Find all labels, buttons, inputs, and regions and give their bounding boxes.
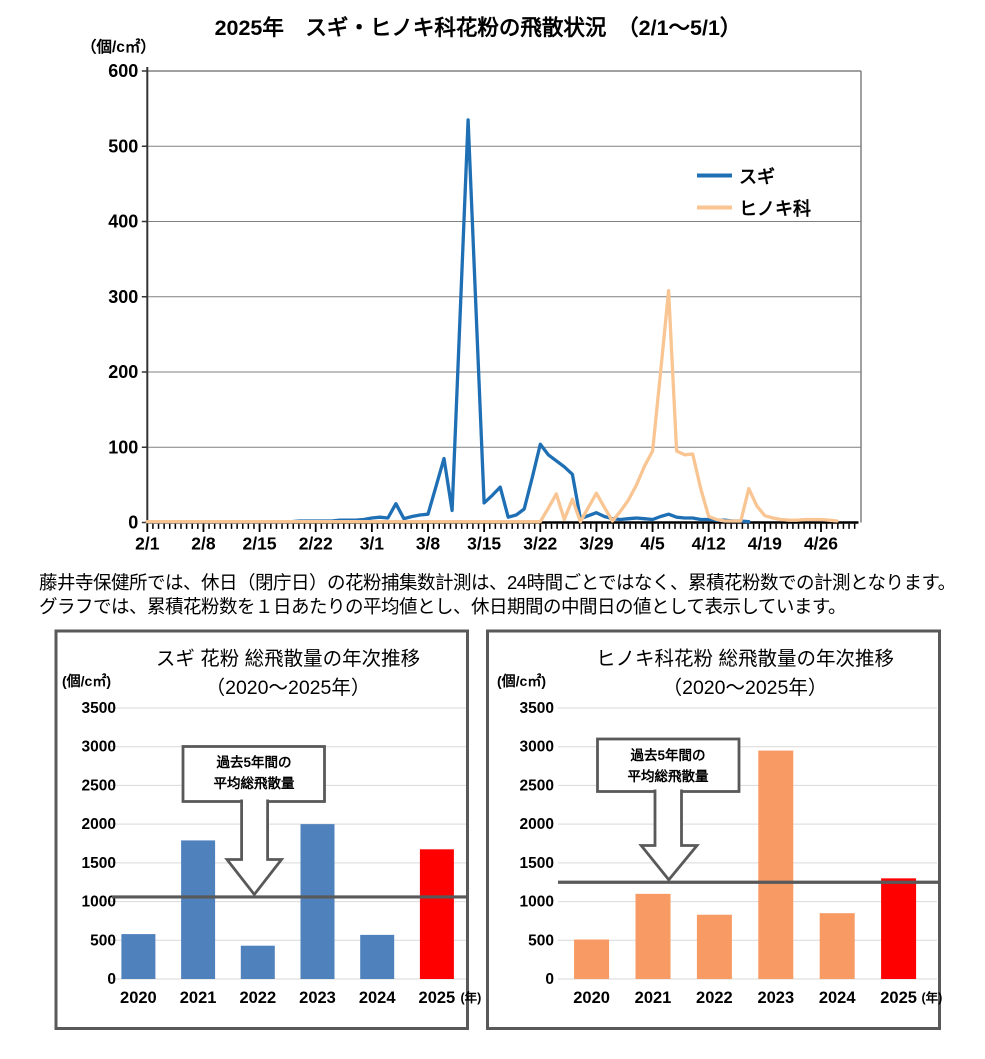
top-x-tick-label: 2/1 <box>135 534 160 554</box>
top-x-tick-label: 3/8 <box>416 534 441 554</box>
top-y-tick-label: 500 <box>108 136 138 156</box>
right-panel-title: ヒノキ科花粉 総飛散量の年次推移 （2020～2025年） <box>525 645 965 702</box>
left-panel-y-tick-label: 500 <box>90 932 116 949</box>
left-panel-bar-2021 <box>181 840 216 979</box>
left-panel-y-tick-label: 1000 <box>82 894 116 911</box>
left-panel-y-tick-label: 2000 <box>82 816 116 833</box>
right-panel-title-line2: （2020～2025年） <box>662 676 828 699</box>
left-panel-bar-2023 <box>300 824 335 979</box>
top-x-tick-label: 4/5 <box>640 534 665 554</box>
left-panel-y-unit-label: (個/c㎡) <box>62 673 111 689</box>
left-panel-bar-2024 <box>360 934 395 979</box>
left-panel-x-tick-label: 2021 <box>180 989 217 1007</box>
left-panel-y-tick-label: 3000 <box>82 739 116 756</box>
left-panel-callout-box <box>181 745 326 803</box>
top-x-tick-label: 3/15 <box>467 534 501 554</box>
left-panel-callout-line2: 平均総飛散量 <box>213 775 295 791</box>
top-y-tick-label: 100 <box>108 437 138 457</box>
top-y-tick-label: 300 <box>108 287 138 307</box>
left-panel-frame <box>54 629 469 1030</box>
left-panel-callout-line1: 過去5年間の <box>216 755 292 770</box>
right-panel-y-tick-label: 0 <box>545 971 554 988</box>
left-panel-callout-text: 過去5年間の 平均総飛散量 <box>183 753 325 794</box>
left-panel-x-tick-label: 2022 <box>239 989 276 1007</box>
right-panel-x-tick-label: 2021 <box>635 989 672 1007</box>
right-panel-callout-arrow <box>638 789 700 883</box>
left-panel-y-tick-label: 2500 <box>82 777 116 794</box>
left-panel-callout-arrow <box>224 799 285 897</box>
measurement-note-line1: 藤井寺保健所では、休日（閉庁日）の花粉捕集数計測は、24時間ごとではなく、累積花… <box>39 572 956 593</box>
top-x-tick-label: 3/22 <box>523 534 557 554</box>
right-panel-y-unit-label: (個/c㎡) <box>497 673 546 689</box>
legend-label-sugi: スギ <box>739 166 775 187</box>
top-x-tick-label: 4/26 <box>804 534 838 554</box>
legend-item-hinoki: ヒノキ科 <box>736 197 811 219</box>
right-panel-y-tick-label: 1000 <box>520 894 554 911</box>
right-panel-x-tick-label: 2024 <box>819 989 857 1007</box>
right-panel-callout-text: 過去5年間の 平均総飛散量 <box>597 746 739 787</box>
top-x-tick-label: 2/8 <box>191 534 216 554</box>
right-panel-callout-line1: 過去5年間の <box>630 748 706 763</box>
right-panel-x-label-suffix: (年) <box>922 990 943 1005</box>
left-panel-title: スギ 花粉 総飛散量の年次推移 （2020～2025年） <box>68 645 508 702</box>
top-y-tick-label: 400 <box>108 212 138 232</box>
top-x-tick-label: 3/29 <box>579 534 613 554</box>
left-panel-x-label-suffix: (年) <box>461 990 482 1005</box>
right-panel-bar-2025 <box>881 878 917 979</box>
measurement-note: 藤井寺保健所では、休日（閉庁日）の花粉捕集数計測は、24時間ごとではなく、累積花… <box>39 571 956 618</box>
series-line-スギ <box>145 118 751 524</box>
top-y-tick-label: 600 <box>108 61 138 81</box>
top-x-tick-label: 4/12 <box>692 534 726 554</box>
right-panel-bar-2022 <box>696 914 732 979</box>
legend-label-hinoki: ヒノキ科 <box>739 198 811 219</box>
top-x-tick-label: 4/19 <box>748 534 782 554</box>
right-panel-y-tick-label: 2500 <box>520 777 554 794</box>
left-panel-x-tick-label: 2024 <box>359 989 397 1007</box>
left-panel-x-tick-label: 2023 <box>299 989 336 1007</box>
right-panel-x-tick-label: 2025 <box>880 989 917 1007</box>
left-panel-bar-2022 <box>240 945 275 979</box>
top-x-tick-label: 2/15 <box>243 534 277 554</box>
legend-item-sugi: スギ <box>736 165 775 187</box>
right-panel-bar-2024 <box>819 913 855 979</box>
left-panel-title-line2: （2020～2025年） <box>205 676 371 699</box>
top-chart-y-unit-label: （個/c㎡） <box>81 39 156 56</box>
left-panel-x-tick-label: 2025 <box>419 989 456 1007</box>
right-panel-y-tick-label: 1500 <box>520 855 554 872</box>
measurement-note-line2: グラフでは、累積花粉数を１日あたりの平均値とし、休日期間の中間日の値として表示し… <box>39 595 847 617</box>
right-panel-y-tick-label: 3000 <box>520 739 554 756</box>
left-panel-y-tick-label: 0 <box>107 971 116 988</box>
right-panel-callout-box <box>596 737 741 793</box>
right-panel-y-tick-label: 2000 <box>520 816 554 833</box>
top-x-tick-label: 2/22 <box>299 534 333 554</box>
left-panel-y-tick-label: 3500 <box>82 700 116 717</box>
left-panel-x-tick-label: 2020 <box>120 989 157 1007</box>
left-panel-bar-2025 <box>419 849 454 979</box>
top-chart-title: 2025年 スギ・ヒノキ科花粉の飛散状況 （2/1～5/1） <box>214 16 742 40</box>
series-line-ヒノキ科 <box>145 289 839 524</box>
right-panel-bar-2021 <box>635 893 671 979</box>
right-panel-callout-line2: 平均総飛散量 <box>627 768 709 784</box>
right-panel-title-line1: ヒノキ科花粉 総飛散量の年次推移 <box>596 648 894 670</box>
right-panel-x-tick-label: 2020 <box>573 989 610 1007</box>
right-panel-x-tick-label: 2022 <box>696 989 733 1007</box>
right-panel-y-tick-label: 3500 <box>520 700 554 717</box>
top-y-tick-label: 0 <box>128 513 138 533</box>
top-x-tick-label: 3/1 <box>360 534 385 554</box>
right-panel-x-tick-label: 2023 <box>757 989 794 1007</box>
left-panel-y-tick-label: 1500 <box>82 855 116 872</box>
top-y-tick-label: 200 <box>108 362 138 382</box>
right-panel-frame <box>486 629 941 1030</box>
right-panel-bar-2023 <box>758 750 794 979</box>
right-panel-bar-2020 <box>574 939 610 979</box>
right-panel-y-tick-label: 500 <box>528 932 554 949</box>
left-panel-title-line1: スギ 花粉 総飛散量の年次推移 <box>155 648 421 670</box>
left-panel-bar-2020 <box>121 934 156 979</box>
